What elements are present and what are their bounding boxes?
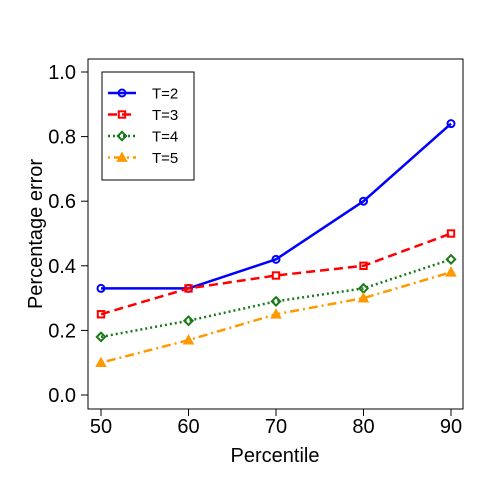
y-tick-label: 0.2	[48, 320, 76, 342]
x-tick-label: 60	[177, 416, 199, 438]
legend-label: T=5	[152, 150, 178, 167]
legend-item: T=3	[108, 107, 178, 124]
data-point	[359, 261, 368, 271]
x-tick-label: 80	[352, 416, 374, 438]
legend-label: T=4	[152, 129, 178, 146]
series-line	[101, 122, 452, 290]
data-point	[445, 253, 457, 265]
x-tick-label: 50	[90, 416, 112, 438]
x-axis: 50 60 70 80 90	[90, 408, 462, 438]
legend-marker	[116, 130, 128, 142]
legend-marker	[117, 110, 127, 119]
data-point	[270, 308, 282, 319]
legend-item: T=4	[108, 129, 178, 146]
data-point	[446, 229, 456, 238]
series-layer	[95, 119, 457, 368]
x-tick-label: 90	[440, 416, 462, 438]
data-point	[182, 334, 195, 345]
legend-marker	[116, 151, 128, 162]
y-tick-label: 0.0	[48, 385, 76, 407]
series-t-4	[95, 253, 457, 343]
y-axis: 0.0 0.2 0.4 0.6 0.8 1.0	[48, 62, 89, 407]
y-axis-title: Percentage error	[25, 159, 47, 309]
data-point	[271, 271, 281, 280]
y-tick-label: 0.4	[48, 256, 76, 278]
legend-item: T=2	[108, 86, 178, 103]
series-line	[100, 232, 452, 316]
data-point	[95, 331, 107, 343]
data-point	[96, 283, 106, 293]
data-point	[184, 284, 193, 293]
data-point	[182, 315, 195, 327]
data-point	[270, 295, 282, 307]
legend: T=2 T=3 T=4 T=5	[101, 71, 195, 181]
data-point	[95, 356, 107, 368]
data-point	[445, 266, 457, 277]
data-point	[359, 196, 368, 206]
x-axis-title: Percentile	[231, 445, 320, 467]
data-point	[357, 282, 370, 295]
series-t-3	[96, 229, 456, 319]
data-point	[446, 119, 456, 129]
data-point	[357, 292, 370, 303]
y-tick-label: 0.8	[48, 127, 76, 149]
y-tick-label: 1.0	[48, 62, 76, 84]
legend-label: T=3	[152, 107, 178, 124]
x-tick-label: 70	[265, 416, 287, 438]
data-point	[271, 254, 281, 264]
legend-marker	[117, 88, 127, 98]
series-t-5	[95, 266, 457, 368]
legend-item: T=5	[108, 150, 178, 167]
y-tick-label: 0.6	[48, 191, 76, 213]
data-point	[96, 310, 106, 319]
legend-box	[101, 71, 195, 181]
legend-label: T=2	[152, 86, 178, 103]
